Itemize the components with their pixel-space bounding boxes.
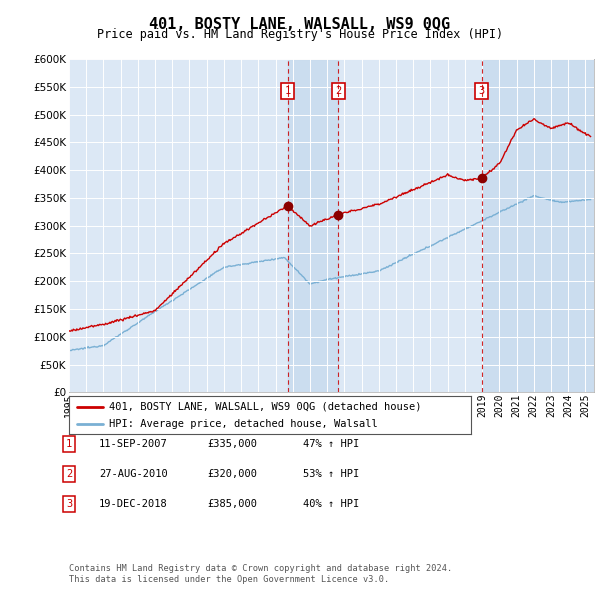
Text: £385,000: £385,000 [207,499,257,509]
Text: 40% ↑ HPI: 40% ↑ HPI [303,499,359,509]
Text: 1: 1 [66,439,72,448]
Text: 2: 2 [66,469,72,478]
Text: 27-AUG-2010: 27-AUG-2010 [99,469,168,478]
Text: 401, BOSTY LANE, WALSALL, WS9 0QG (detached house): 401, BOSTY LANE, WALSALL, WS9 0QG (detac… [109,402,422,411]
Text: 401, BOSTY LANE, WALSALL, WS9 0QG: 401, BOSTY LANE, WALSALL, WS9 0QG [149,17,451,31]
Text: HPI: Average price, detached house, Walsall: HPI: Average price, detached house, Wals… [109,419,378,428]
Text: 53% ↑ HPI: 53% ↑ HPI [303,469,359,478]
Text: £320,000: £320,000 [207,469,257,478]
Bar [482,59,594,392]
Text: 3: 3 [478,86,485,96]
Text: £335,000: £335,000 [207,439,257,448]
Text: 11-SEP-2007: 11-SEP-2007 [99,439,168,448]
Text: Contains HM Land Registry data © Crown copyright and database right 2024.: Contains HM Land Registry data © Crown c… [69,565,452,573]
Text: 19-DEC-2018: 19-DEC-2018 [99,499,168,509]
Text: 2: 2 [335,86,341,96]
Text: This data is licensed under the Open Government Licence v3.0.: This data is licensed under the Open Gov… [69,575,389,584]
Text: 1: 1 [284,86,291,96]
Text: 3: 3 [66,499,72,509]
Text: Price paid vs. HM Land Registry's House Price Index (HPI): Price paid vs. HM Land Registry's House … [97,28,503,41]
Bar [287,59,338,392]
Text: 47% ↑ HPI: 47% ↑ HPI [303,439,359,448]
